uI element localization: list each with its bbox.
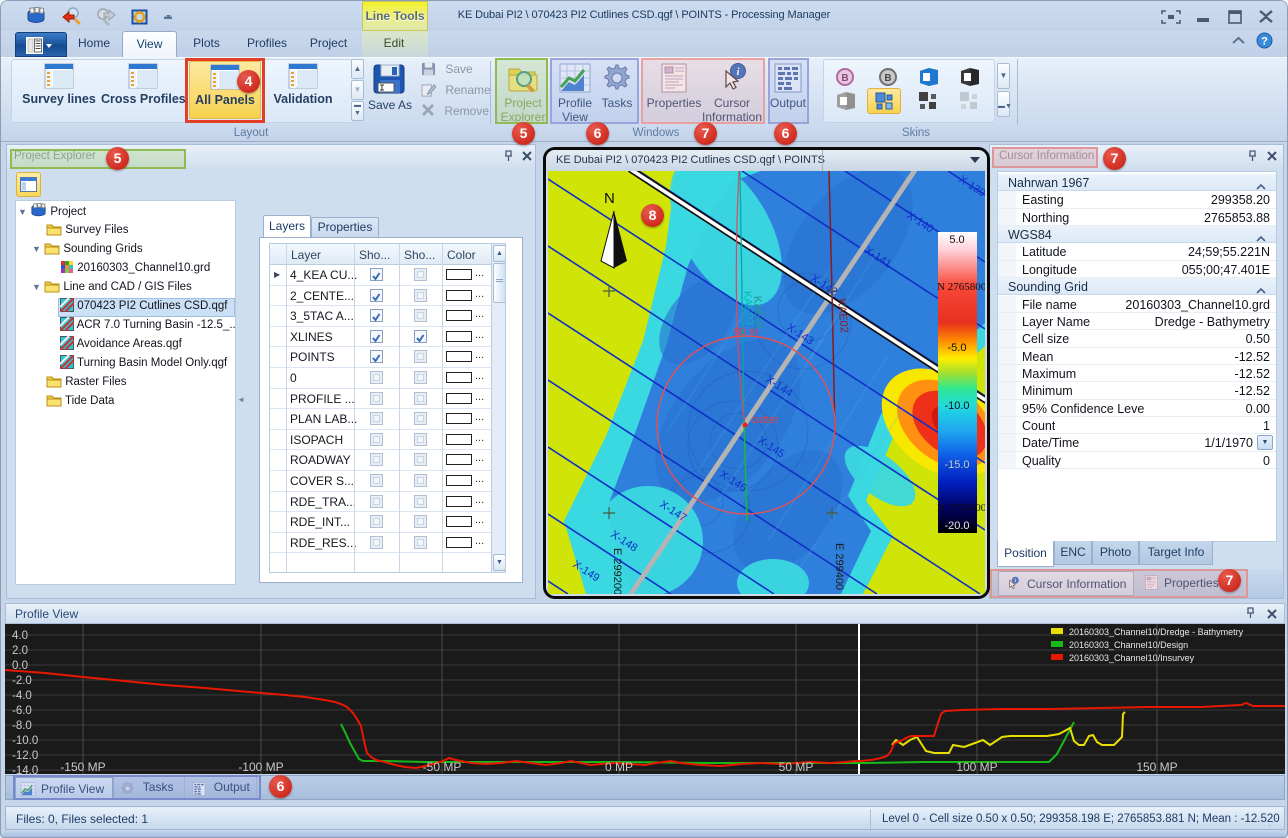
svg-text:-5.0: -5.0 xyxy=(948,342,967,354)
svg-text:-150 MP: -150 MP xyxy=(60,760,105,774)
svg-text:KAE02: KAE02 xyxy=(835,298,850,333)
svg-text:-14.0: -14.0 xyxy=(12,765,38,774)
svg-text:0.0: 0.0 xyxy=(12,660,28,672)
svg-text:-6.0: -6.0 xyxy=(12,705,32,717)
svg-text:100 MP: 100 MP xyxy=(956,760,997,774)
svg-text:20160303_Channel10/Design: 20160303_Channel10/Design xyxy=(1069,640,1188,650)
svg-text:i: i xyxy=(736,66,740,78)
svg-text:E 299200: E 299200 xyxy=(611,548,623,594)
svg-text:KAE01: KAE01 xyxy=(751,296,765,331)
svg-text:2.0: 2.0 xyxy=(12,645,28,657)
svg-text:-100 MP: -100 MP xyxy=(238,760,283,774)
svg-text:-20.0: -20.0 xyxy=(944,520,969,532)
svg-text:0 MP: 0 MP xyxy=(605,760,633,774)
svg-text:-15.0: -15.0 xyxy=(944,459,969,471)
svg-text:4.0: 4.0 xyxy=(12,630,28,642)
svg-text:-10.0: -10.0 xyxy=(12,735,38,747)
svg-text:20160303_Channel10/Insurvey: 20160303_Channel10/Insurvey xyxy=(1069,653,1195,663)
svg-text:KAE03: KAE03 xyxy=(741,291,755,326)
svg-text:20160303_Channel10/Dredge - Ba: 20160303_Channel10/Dredge - Bathymetry xyxy=(1069,627,1244,637)
svg-text:-8.0: -8.0 xyxy=(12,720,32,732)
svg-text:N: N xyxy=(604,190,615,207)
svg-text:B: B xyxy=(841,73,848,84)
svg-text:-12.0: -12.0 xyxy=(12,750,38,762)
svg-text:-2.0: -2.0 xyxy=(12,675,32,687)
svg-text:E 299400: E 299400 xyxy=(833,543,845,590)
svg-text:80 m: 80 m xyxy=(734,326,758,338)
svg-text:-4.0: -4.0 xyxy=(12,690,32,702)
svg-text:50 MP: 50 MP xyxy=(779,760,814,774)
svg-text:150 MP: 150 MP xyxy=(1136,760,1177,774)
svg-text:-10.0: -10.0 xyxy=(944,400,969,412)
svg-text:?: ? xyxy=(1261,36,1268,48)
svg-text:-50 MP: -50 MP xyxy=(423,760,462,774)
svg-text:5.0: 5.0 xyxy=(949,234,964,246)
svg-text:i: i xyxy=(1015,578,1017,584)
svg-text:cutter: cutter xyxy=(751,414,779,426)
svg-text:B: B xyxy=(884,73,891,84)
svg-text:N 2765800: N 2765800 xyxy=(937,281,985,293)
svg-text:N 2765600: N 2765600 xyxy=(937,502,985,514)
